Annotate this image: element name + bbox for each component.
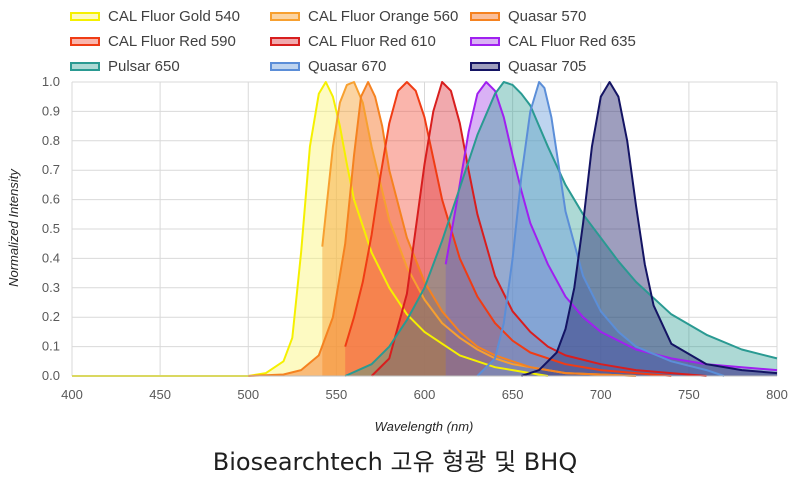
x-axis-title: Wavelength (nm) [375, 419, 474, 434]
series-area-1 [322, 82, 636, 376]
x-tick-label: 650 [502, 387, 524, 402]
legend-item: CAL Fluor Red 590 [70, 31, 236, 51]
y-tick-label: 0.8 [42, 133, 60, 148]
series-area-2 [248, 82, 637, 376]
y-tick-label: 0.7 [42, 162, 60, 177]
legend-item: CAL Fluor Red 610 [270, 31, 436, 51]
legend-swatch [270, 11, 300, 21]
series-area-7 [477, 82, 725, 376]
series-area-6 [345, 82, 777, 376]
y-tick-label: 0.3 [42, 280, 60, 295]
y-tick-label: 0.5 [42, 221, 60, 236]
series-line-2 [248, 81, 637, 377]
legend-item: Quasar 670 [270, 56, 386, 76]
legend-swatch [270, 36, 300, 46]
legend-item: Quasar 570 [470, 6, 586, 26]
axis-layer: 0.0 0.1 0.2 0.3 0.4 0.5 0.6 0.7 0.8 0.9 1.0 400 450 5… [42, 74, 788, 402]
spectrum-chart: 0.0 0.1 0.2 0.3 0.4 0.5 0.6 0.7 0.8 0.9 1.0 400 450 5… [6, 74, 788, 434]
legend-label: CAL Fluor Red 635 [508, 32, 636, 50]
series-area-8 [521, 82, 777, 376]
legend-label: Quasar 705 [508, 57, 587, 75]
legend-swatch [70, 11, 100, 21]
x-tick-label: 400 [61, 387, 83, 402]
series-line-3 [344, 81, 672, 377]
legend-label: CAL Fluor Red 590 [108, 32, 236, 50]
legend-swatch [470, 61, 500, 71]
legend-item: Quasar 705 [470, 56, 586, 76]
legend-label: Quasar 570 [508, 7, 587, 25]
series-line-8 [521, 81, 778, 377]
legend-swatch [70, 36, 100, 46]
legend-swatch [470, 36, 500, 46]
legend-label: CAL Fluor Red 610 [308, 32, 436, 50]
legend-label: CAL Fluor Gold 540 [108, 7, 241, 25]
series-area-0 [72, 82, 548, 376]
legend-item: CAL Fluor Gold 540 [70, 6, 240, 26]
legend-swatch [470, 11, 500, 21]
legend-label: Quasar 670 [308, 57, 387, 75]
y-tick-label: 0.4 [42, 250, 60, 265]
series-line-4 [370, 81, 707, 377]
x-tick-label: 450 [149, 387, 171, 402]
x-tick-label: 750 [678, 387, 700, 402]
legend-swatch [270, 61, 300, 71]
legend-item: CAL Fluor Orange 560 [270, 6, 458, 26]
series-line-5 [444, 81, 778, 372]
figure-caption: Biosearchtech 고유 형광 및 BHQ [212, 448, 578, 476]
y-tick-label: 0.1 [42, 339, 60, 354]
x-tick-label: 700 [590, 387, 612, 402]
y-axis-title: Normalized Intensity [6, 168, 21, 287]
x-tick-label: 600 [414, 387, 436, 402]
series-line-7 [476, 81, 725, 377]
legend-item: CAL Fluor Red 635 [470, 31, 636, 51]
legend-label: CAL Fluor Orange 560 [308, 7, 459, 25]
series-area-4 [371, 82, 707, 376]
series-line-6 [344, 81, 778, 377]
series-lines [72, 81, 778, 377]
legend-label: Pulsar 650 [108, 57, 180, 75]
y-tick-label: 0.9 [42, 103, 60, 118]
y-tick-label: 0.2 [42, 309, 60, 324]
y-tick-label: 0.6 [42, 192, 60, 207]
x-tick-label: 800 [766, 387, 788, 402]
legend-swatch [70, 61, 100, 71]
y-tick-label: 0.0 [42, 368, 60, 383]
series-area-5 [445, 82, 777, 376]
x-tick-label: 550 [326, 387, 348, 402]
legend-item: Pulsar 650 [70, 56, 180, 76]
x-tick-label: 500 [237, 387, 259, 402]
chart-legend: CAL Fluor Gold 540 CAL Fluor Orange 560 Qu… [0, 0, 790, 80]
y-tick-label: 1.0 [42, 74, 60, 89]
